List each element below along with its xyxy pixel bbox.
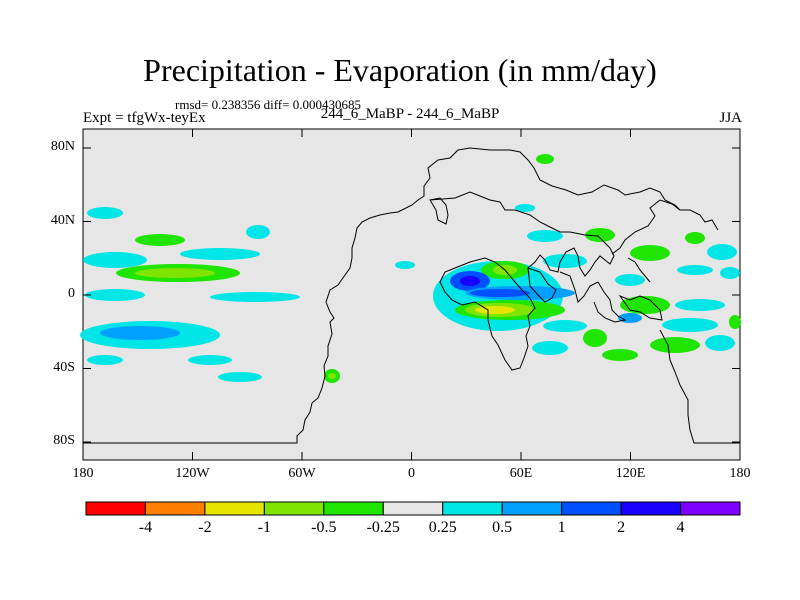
contour-patch xyxy=(135,234,185,246)
colorbar-label: -2 xyxy=(198,519,212,536)
colorbar-swatch xyxy=(204,501,265,516)
africa-outline xyxy=(439,257,536,371)
contour-patch xyxy=(685,232,705,244)
colorbar-swatch xyxy=(85,501,146,516)
contour-patch xyxy=(515,204,535,212)
contour-patch xyxy=(705,335,735,351)
axis-ticks xyxy=(82,129,741,460)
contour-patch xyxy=(543,320,587,332)
arabia-outline xyxy=(527,267,557,303)
contour-patch xyxy=(620,296,670,314)
lat-tick-label: 80N xyxy=(50,139,75,154)
contour-patch xyxy=(615,274,645,286)
colorbar-swatch xyxy=(620,501,682,516)
contour-patch xyxy=(100,326,180,340)
contour-patch xyxy=(470,289,530,297)
islands-outline xyxy=(627,257,651,283)
plot-area xyxy=(82,128,741,461)
americas-outline xyxy=(83,147,719,444)
colorbar-swatch xyxy=(382,501,444,516)
statistics-label: rmsd= 0.238356 diff= 0.000430685 xyxy=(175,97,361,112)
contour-patch xyxy=(460,276,480,286)
lon-tick-label: 60E xyxy=(509,466,533,481)
experiment-label: Expt = tfgWx-teyEx xyxy=(83,110,206,126)
colorbar-swatch xyxy=(263,501,325,516)
colorbar-swatch xyxy=(442,501,503,516)
colorbar-label: 0.5 xyxy=(492,519,513,536)
contour-patch xyxy=(188,355,232,365)
india-outline xyxy=(559,271,627,323)
colorbar-label: 1 xyxy=(557,519,566,536)
contour-patch xyxy=(675,299,725,311)
lon-tick-label: 60W xyxy=(288,466,316,481)
eurasia-outline xyxy=(429,191,615,277)
lon-tick-label: 180 xyxy=(72,466,94,481)
colorbar-swatch xyxy=(501,501,563,516)
continent-outlines xyxy=(83,147,740,444)
contour-patch xyxy=(583,329,607,347)
contour-patch xyxy=(527,230,563,242)
contour-patch xyxy=(602,349,638,361)
colorbar-swatch xyxy=(144,501,206,516)
contour-patch xyxy=(729,315,741,329)
colorbar-swatch xyxy=(323,501,384,516)
lon-tick-label: 120W xyxy=(175,466,210,481)
lat-tick-label: 40S xyxy=(53,359,75,375)
colorbar-label: -0.5 xyxy=(311,519,337,536)
contour-patch xyxy=(650,337,700,353)
lon-tick-label: 0 xyxy=(408,466,415,481)
contour-patch xyxy=(218,372,262,382)
anomaly-contours xyxy=(80,154,741,383)
lon-tick-label: 180 xyxy=(729,466,751,481)
colorbar-label: 4 xyxy=(676,519,685,536)
contour-patch xyxy=(543,254,587,268)
colorbar-swatch xyxy=(561,501,622,516)
contour-patch xyxy=(536,154,554,164)
contour-patch xyxy=(585,228,615,242)
contour-patch xyxy=(532,341,568,355)
contour-patch xyxy=(707,244,737,260)
colorbar xyxy=(85,501,741,516)
contour-patch xyxy=(630,245,670,261)
contour-patch xyxy=(246,225,270,239)
colorbar-label: 0.25 xyxy=(428,519,457,536)
colorbar-swatch xyxy=(680,501,741,516)
colorbar-label: -0.25 xyxy=(366,519,400,536)
nasia-outline xyxy=(611,199,681,255)
contour-patch xyxy=(395,261,415,269)
contour-patch xyxy=(135,268,215,278)
contour-patch xyxy=(677,265,713,275)
contour-patch xyxy=(83,252,147,268)
contour-patch xyxy=(87,355,123,365)
season-label: JJA xyxy=(719,110,742,126)
contour-patch xyxy=(85,289,145,301)
contour-patch xyxy=(475,306,515,314)
lat-tick-label: 40N xyxy=(50,212,75,228)
lon-tick-label: 120E xyxy=(615,466,646,481)
contour-patch xyxy=(180,248,260,260)
contour-patch xyxy=(87,207,123,219)
colorbar-label: -4 xyxy=(138,519,153,536)
australia-outline xyxy=(659,329,740,444)
map-title: Precipitation - Evaporation (in mm/day) xyxy=(143,52,657,88)
comparison-label: 244_6_MaBP - 244_6_MaBP xyxy=(320,106,500,122)
contour-patch xyxy=(328,373,336,379)
seasia-outline xyxy=(618,294,663,321)
contour-patch xyxy=(720,267,740,279)
colorbar-label: -1 xyxy=(257,519,272,536)
lat-tick-label: 80S xyxy=(53,433,75,448)
colorbar-label: 2 xyxy=(617,519,626,536)
contour-patch xyxy=(210,292,300,302)
contour-patch xyxy=(662,318,718,332)
lat-tick-label: 0 xyxy=(68,286,75,301)
